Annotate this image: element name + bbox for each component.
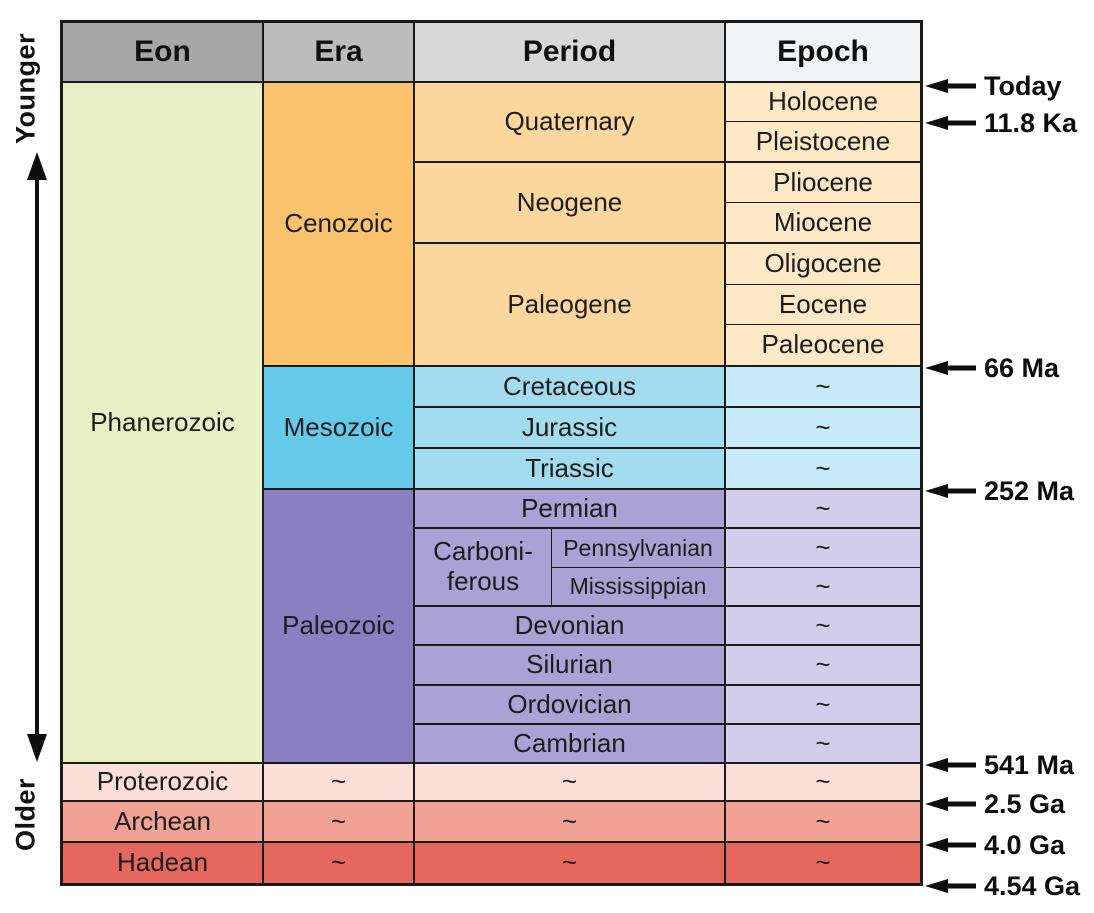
time-scale-table: Eon Era Period Epoch Phanerozoic Cenozoic Quat…: [60, 20, 923, 886]
time-marker-11-8-ka: 11.8 Ka: [924, 108, 1077, 138]
cell-era-cenozoic: Cenozoic: [264, 83, 415, 367]
cell-era-proterozoic-tilde: ~: [264, 764, 415, 802]
cell-period-jurassic: Jurassic: [415, 408, 726, 449]
cell-epoch-miocene: Miocene: [726, 203, 920, 244]
cell-epoch-pleistocene: Pleistocene: [726, 122, 920, 163]
cell-period-paleogene: Paleogene: [415, 244, 726, 367]
time-marker-label: 2.5 Ga: [984, 788, 1066, 819]
cell-period-cretaceous: Cretaceous: [415, 367, 726, 408]
cell-period-proterozoic-tilde: ~: [415, 764, 726, 802]
time-marker-4-54-ga: 4.54 Ga: [924, 871, 1080, 901]
cell-era-paleozoic: Paleozoic: [264, 490, 415, 764]
cell-era-archean-tilde: ~: [264, 802, 415, 843]
cell-period-silurian: Silurian: [415, 646, 726, 686]
time-marker-label: 66 Ma: [984, 352, 1060, 383]
cell-eon-hadean: Hadean: [63, 843, 264, 883]
cell-subperiod-pennsylvanian: Pennsylvanian: [552, 529, 726, 568]
cell-epoch-cambrian-tilde: ~: [726, 725, 920, 764]
cell-epoch-proterozoic-tilde: ~: [726, 764, 920, 802]
time-marker-label: 541 Ma: [984, 749, 1075, 780]
left-arrow-icon: [924, 755, 976, 775]
cell-epoch-pennsylvanian-tilde: ~: [726, 529, 920, 568]
time-marker-252-ma: 252 Ma: [924, 476, 1074, 506]
axis-label-younger: Younger: [10, 33, 41, 145]
time-marker-label: Today: [984, 70, 1062, 101]
cell-header-eon: Eon: [63, 23, 264, 83]
axis-label-older: Older: [10, 777, 41, 851]
cell-epoch-ordovician-tilde: ~: [726, 686, 920, 725]
time-marker-4-0-ga: 4.0 Ga: [924, 830, 1065, 860]
cell-era-hadean-tilde: ~: [264, 843, 415, 883]
cell-period-cambrian: Cambrian: [415, 725, 726, 764]
cell-epoch-oligocene: Oligocene: [726, 244, 920, 285]
cell-era-mesozoic: Mesozoic: [264, 367, 415, 490]
cell-epoch-hadean-tilde: ~: [726, 843, 920, 883]
time-marker-today: Today: [924, 71, 1062, 101]
cell-period-neogene: Neogene: [415, 163, 726, 244]
time-marker-label: 4.0 Ga: [984, 829, 1066, 860]
cell-epoch-cretaceous-tilde: ~: [726, 367, 920, 408]
cell-period-devonian: Devonian: [415, 607, 726, 646]
cell-epoch-jurassic-tilde: ~: [726, 408, 920, 449]
cell-epoch-mississippian-tilde: ~: [726, 568, 920, 607]
cell-epoch-pliocene: Pliocene: [726, 163, 920, 203]
cell-epoch-paleocene: Paleocene: [726, 325, 920, 367]
time-marker-2-5-ga: 2.5 Ga: [924, 789, 1065, 819]
time-marker-label: 252 Ma: [984, 475, 1075, 506]
time-marker-541-ma: 541 Ma: [924, 750, 1074, 780]
cell-eon-phanerozoic: Phanerozoic: [63, 83, 264, 764]
left-arrow-icon: [924, 76, 976, 96]
cell-epoch-permian-tilde: ~: [726, 490, 920, 529]
time-marker-66-ma: 66 Ma: [924, 353, 1059, 383]
cell-header-era: Era: [264, 23, 415, 83]
cell-epoch-silurian-tilde: ~: [726, 646, 920, 686]
cell-period-permian: Permian: [415, 490, 726, 529]
left-arrow-icon: [924, 358, 976, 378]
cell-eon-archean: Archean: [63, 802, 264, 843]
time-marker-label: 4.54 Ga: [984, 870, 1081, 901]
left-arrow-icon: [924, 113, 976, 133]
cell-epoch-eocene: Eocene: [726, 285, 920, 325]
time-marker-label: 11.8 Ka: [984, 107, 1078, 138]
cell-eon-proterozoic: Proterozoic: [63, 764, 264, 802]
cell-header-epoch: Epoch: [726, 23, 920, 83]
cell-period-quaternary: Quaternary: [415, 83, 726, 163]
left-arrow-icon: [924, 876, 976, 896]
time-axis-arrow: [27, 152, 47, 762]
cell-epoch-archean-tilde: ~: [726, 802, 920, 843]
left-arrow-icon: [924, 794, 976, 814]
cell-epoch-devonian-tilde: ~: [726, 607, 920, 646]
cell-epoch-holocene: Holocene: [726, 83, 920, 122]
cell-period-triassic: Triassic: [415, 449, 726, 490]
left-arrow-icon: [924, 481, 976, 501]
cell-period-ordovician: Ordovician: [415, 686, 726, 725]
cell-epoch-triassic-tilde: ~: [726, 449, 920, 490]
cell-header-period: Period: [415, 23, 726, 83]
cell-period-carboniferous: Carboni- ferous: [415, 529, 552, 607]
cell-period-hadean-tilde: ~: [415, 843, 726, 883]
left-arrow-icon: [924, 835, 976, 855]
cell-subperiod-mississippian: Mississippian: [552, 568, 726, 607]
cell-period-archean-tilde: ~: [415, 802, 726, 843]
